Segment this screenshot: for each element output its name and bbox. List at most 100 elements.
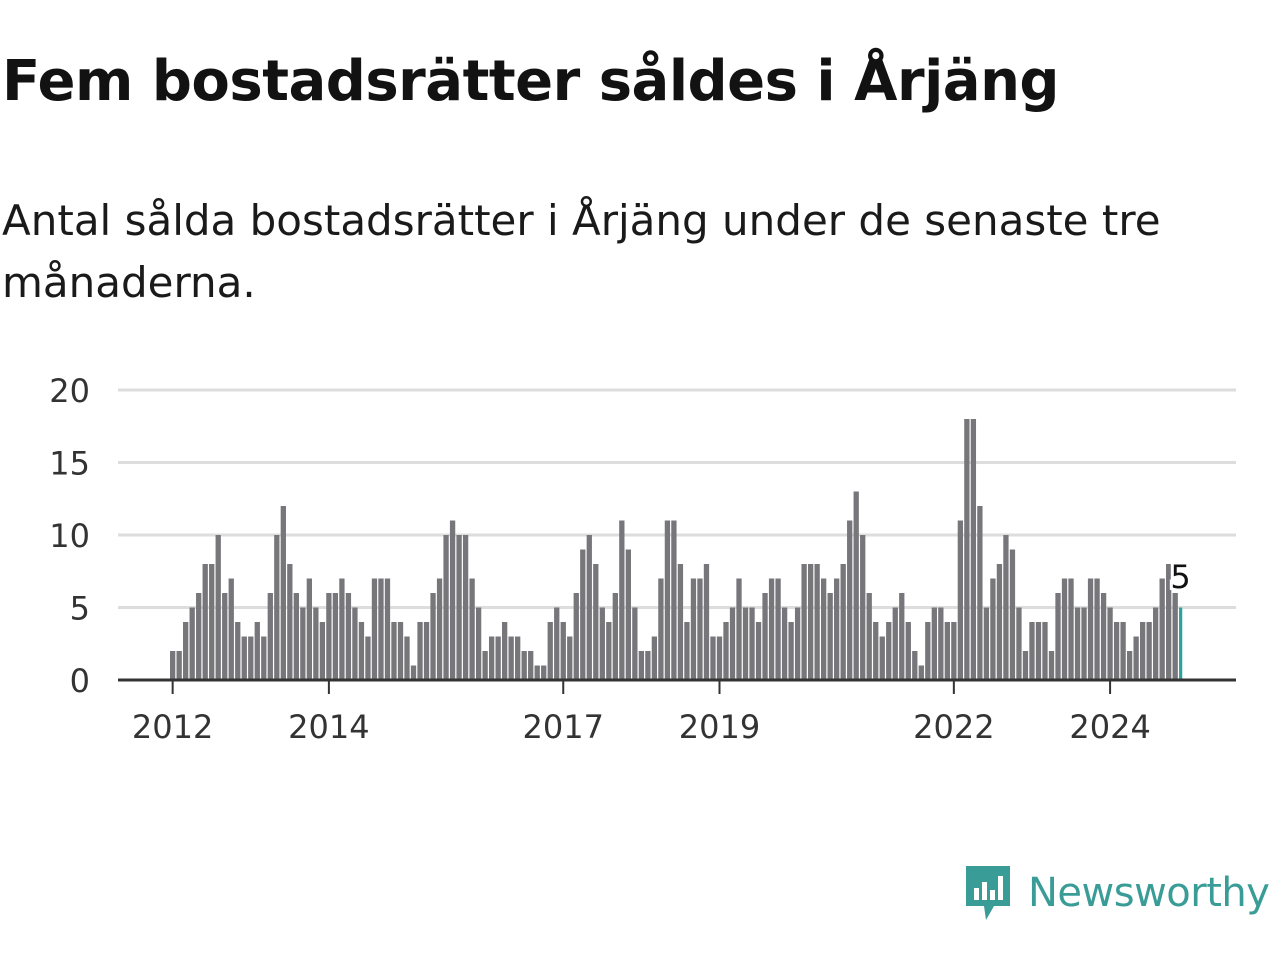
bar [729,607,736,680]
bar [475,607,482,680]
x-tick-label: 2012 [132,708,213,746]
bar [638,651,645,680]
bar [469,578,475,680]
bar [1042,622,1048,680]
bar [873,622,879,680]
bar [462,535,469,680]
bar [222,593,228,680]
bar [736,578,742,680]
bar [599,607,605,680]
bar [1159,578,1165,680]
bar [228,578,234,680]
bar [912,651,918,680]
bar [1166,564,1172,680]
bar [502,622,508,680]
bar [755,622,762,680]
y-tick-label: 20 [49,372,90,410]
bar [834,578,840,680]
bar [853,491,859,680]
bar [1126,651,1133,680]
bar [1087,578,1094,680]
gridlines [118,388,1236,609]
bar [209,564,215,680]
bar [742,607,749,680]
bar [807,564,814,680]
bar [606,622,612,680]
bar [326,593,332,680]
bar [586,535,592,680]
bar [749,607,755,680]
bar [677,564,684,680]
bar [801,564,807,680]
bar [280,506,286,680]
bar [716,636,723,680]
bar [508,636,514,680]
bar [723,622,729,680]
bar [560,622,566,680]
bar [990,578,996,680]
bar [241,636,247,680]
bar [1022,651,1029,680]
bar [267,593,273,680]
bar [664,520,671,680]
bar-latest [1179,607,1183,680]
bar [365,636,371,680]
bar [404,636,410,680]
bar [378,578,384,680]
bar [944,622,950,680]
bar [541,665,547,680]
bar [1074,607,1081,680]
bar [189,607,195,680]
bar [515,636,521,680]
bar [436,578,443,680]
bar [495,636,501,680]
bar [593,564,599,680]
bar [358,622,365,680]
bar [671,520,677,680]
bar [658,578,664,680]
bar [1016,607,1022,680]
bar [775,578,781,680]
bar [970,419,977,680]
bar [170,651,176,680]
bar [345,593,352,680]
brand: Newsworthy [962,862,1270,924]
bar [1048,651,1055,680]
bar [384,578,391,680]
bar [1035,622,1042,680]
value-labels: 5 [1167,555,1193,599]
bar [899,593,905,680]
bar [632,607,638,680]
bar [814,564,820,680]
bar [352,607,358,680]
bar [319,622,326,680]
bar [651,636,658,680]
bar [1055,593,1061,680]
bar [1120,622,1126,680]
bar [931,607,937,680]
bar [235,622,241,680]
bar [430,593,436,680]
bar [547,622,553,680]
bar [1153,607,1159,680]
bar [879,636,885,680]
bar [573,593,579,680]
bar [554,607,560,680]
bar [827,593,833,680]
y-tick-label: 15 [49,445,90,483]
bar [847,520,853,680]
bar [215,535,221,680]
y-tick-label: 10 [49,517,90,555]
bar [1172,593,1178,680]
bar [397,622,404,680]
bar [1139,622,1146,680]
bar [957,520,964,680]
bar [645,651,651,680]
bar [456,535,462,680]
bar [977,506,983,680]
bar [996,564,1003,680]
x-tick-label: 2024 [1069,708,1150,746]
bar [248,636,254,680]
bar [762,593,768,680]
bar [443,535,449,680]
